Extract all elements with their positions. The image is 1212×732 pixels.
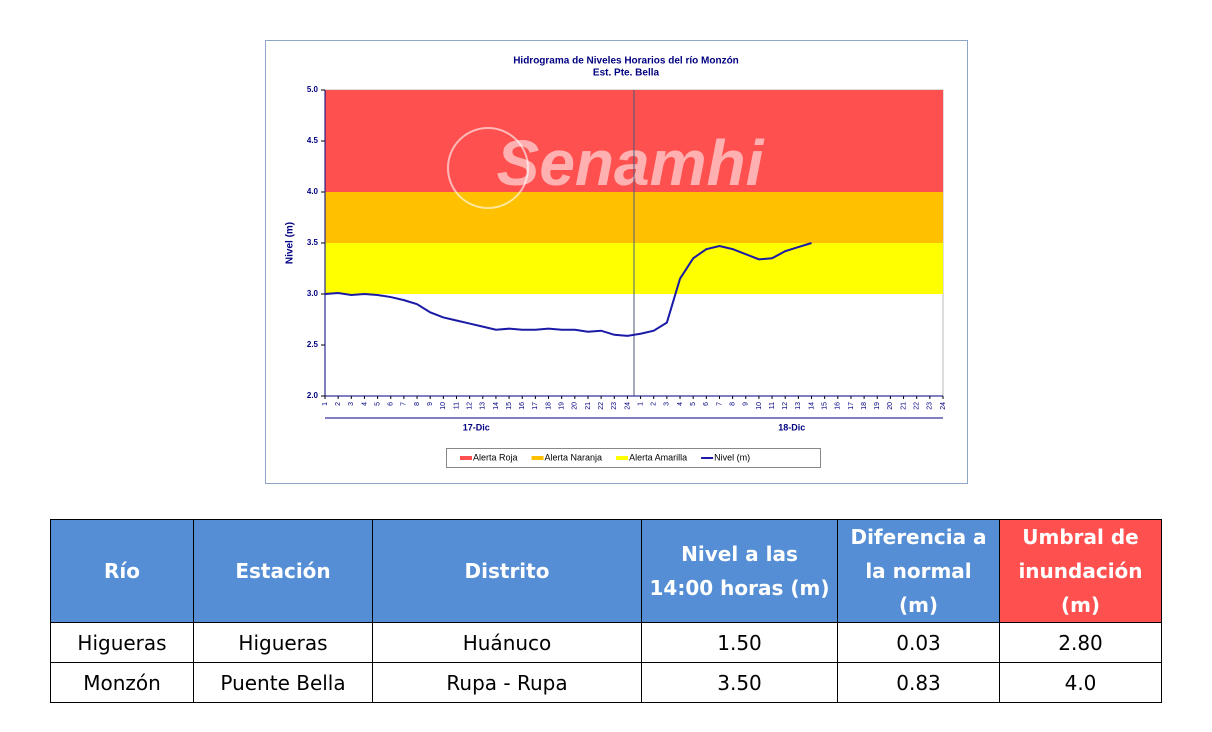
- header-cell: Diferencia a la normal (m): [837, 519, 1000, 623]
- table-cell: 3.50: [641, 662, 838, 703]
- table-cell: 4.0: [999, 662, 1162, 703]
- legend-swatch: [616, 456, 629, 460]
- x-tick-label: 7: [716, 402, 723, 406]
- table-row: Higueras Higueras Huánuco 1.50 0.03 2.80: [50, 622, 1162, 663]
- table-cell: Puente Bella: [193, 662, 373, 703]
- table-row: Monzón Puente Bella Rupa - Rupa 3.50 0.83 4.0: [50, 662, 1162, 703]
- legend-label: Alerta Amarilla: [629, 452, 687, 462]
- x-tick-label: 22: [598, 402, 605, 410]
- x-tick-label: 10: [440, 402, 447, 410]
- x-tick-label: 9: [743, 402, 750, 406]
- x-tick-label: 21: [900, 402, 907, 410]
- x-tick-label: 1: [322, 402, 329, 406]
- table-cell: 0.83: [837, 662, 1000, 703]
- x-tick-label: 15: [822, 402, 829, 410]
- header-cell: Umbral de inundación (m): [999, 519, 1162, 623]
- x-tick-label: 3: [348, 402, 355, 406]
- table-cell: 2.80: [999, 622, 1162, 663]
- header-cell: Nivel a las 14:00 horas (m): [641, 519, 838, 623]
- x-tick-label: 24: [940, 402, 947, 410]
- x-tick-label: 2: [651, 402, 658, 406]
- x-tick-label: 19: [559, 402, 566, 410]
- legend-label: Alerta Roja: [473, 452, 518, 462]
- x-tick-label: 15: [506, 402, 513, 410]
- table-cell: Huánuco: [372, 622, 642, 663]
- legend-swatch: [460, 456, 472, 460]
- x-tick-label: 20: [572, 402, 579, 410]
- x-tick-label: 13: [480, 402, 487, 410]
- y-axis-label: Nivel (m): [285, 222, 296, 264]
- y-tick-label: 3.0: [307, 289, 319, 298]
- x-tick-label: 14: [808, 402, 815, 410]
- header-cell: Estación: [193, 519, 373, 623]
- x-tick-label: 14: [493, 402, 500, 410]
- x-tick-label: 9: [427, 402, 434, 406]
- x-tick-label: 16: [835, 402, 842, 410]
- legend-swatch: [531, 456, 544, 460]
- x-tick-label: 1: [637, 402, 644, 406]
- y-tick-label: 2.5: [307, 340, 319, 349]
- x-tick-label: 16: [519, 402, 526, 410]
- header-cell: Río: [50, 519, 194, 623]
- table-cell: 0.03: [837, 622, 1000, 663]
- x-tick-label: 6: [388, 402, 395, 406]
- x-tick-label: 11: [453, 402, 460, 409]
- x-tick-label: 12: [466, 402, 473, 410]
- x-tick-label: 20: [887, 402, 894, 410]
- y-tick-label: 4.0: [307, 187, 319, 196]
- group-label: 18-Dic: [778, 422, 805, 432]
- x-tick-label: 8: [729, 402, 736, 406]
- x-tick-label: 18: [545, 402, 552, 410]
- table-cell: Higueras: [193, 622, 373, 663]
- x-tick-label: 24: [624, 402, 631, 410]
- table-cell: Rupa - Rupa: [372, 662, 642, 703]
- legend-box: [446, 448, 821, 468]
- x-tick-label: 13: [795, 402, 802, 410]
- x-tick-label: 19: [874, 402, 881, 410]
- table-cell: 1.50: [641, 622, 838, 663]
- y-tick-label: 4.5: [307, 136, 319, 145]
- chart-subtitle: Est. Pte. Bella: [593, 68, 660, 79]
- x-tick-label: 7: [401, 402, 408, 406]
- table: Río Estación Distrito Nivel a las 14:00 hor…: [50, 519, 1162, 703]
- table-cell: Monzón: [50, 662, 194, 703]
- table-cell: Higueras: [50, 622, 194, 663]
- legend-label: Nivel (m): [714, 452, 750, 462]
- x-tick-label: 18: [861, 402, 868, 410]
- chart-title: Hidrograma de Niveles Horarios del río M…: [513, 56, 739, 67]
- x-tick-label: 22: [914, 402, 921, 410]
- y-tick-label: 3.5: [307, 238, 319, 247]
- x-tick-label: 11: [769, 402, 776, 409]
- x-tick-label: 17: [848, 402, 855, 410]
- x-tick-label: 23: [927, 402, 934, 410]
- x-tick-label: 2: [335, 402, 342, 406]
- watermark: Senamhi: [497, 127, 765, 199]
- watermark-sun: [447, 127, 529, 209]
- x-tick-label: 12: [782, 402, 789, 410]
- x-tick-label: 4: [361, 402, 368, 406]
- x-tick-label: 21: [585, 402, 592, 410]
- x-tick-label: 10: [756, 402, 763, 410]
- y-tick-label: 2.0: [307, 391, 319, 400]
- header-row: Río Estación Distrito Nivel a las 14:00 hor…: [50, 519, 1162, 623]
- x-tick-label: 5: [374, 402, 381, 406]
- header-cell: Distrito: [372, 519, 642, 623]
- x-tick-label: 4: [677, 402, 684, 406]
- chart: Hidrograma de Niveles Horarios del río M…: [265, 40, 968, 484]
- group-label: 17-Dic: [463, 422, 490, 432]
- x-tick-label: 8: [414, 402, 421, 406]
- x-tick-label: 3: [664, 402, 671, 406]
- x-tick-label: 23: [611, 402, 618, 410]
- x-tick-label: 6: [703, 402, 710, 406]
- level-line: [324, 242, 812, 337]
- x-tick-label: 5: [690, 402, 697, 406]
- x-tick-label: 17: [532, 402, 539, 410]
- y-tick-label: 5.0: [307, 85, 319, 94]
- legend-label: Alerta Naranja: [545, 452, 603, 462]
